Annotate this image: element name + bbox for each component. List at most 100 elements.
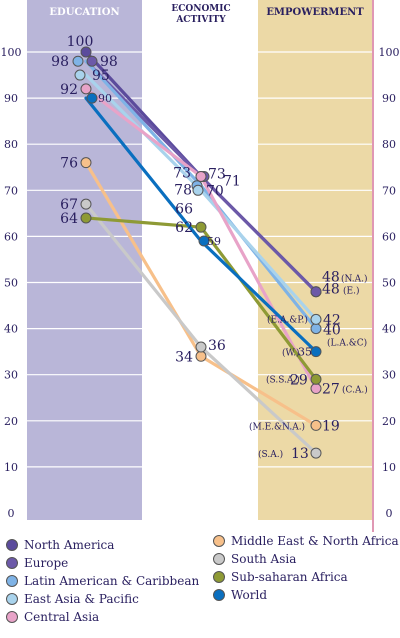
y-tick-left: 70 [4,184,18,197]
legend-label: Middle East & North Africa [231,534,399,548]
legend-swatch [6,575,18,587]
legend-swatch [6,611,18,623]
data-label: 59 [207,235,221,248]
data-point [310,313,322,325]
legend: North America Europe Latin American & Cari… [0,532,400,638]
region-tag: (E.A.&P.) [267,314,308,325]
y-tick-left: 100 [1,46,22,59]
y-tick-left: 50 [4,277,18,290]
data-label: 92 [60,82,78,98]
legend-label: Central Asia [24,610,100,624]
region-tag: (N.A.) [341,274,368,285]
data-point [310,419,322,431]
y-tick-right: 70 [382,184,396,197]
data-point [86,92,98,104]
data-label: 13 [291,446,309,462]
region-tag: (C.A.) [342,385,368,396]
legend-swatch [6,557,18,569]
y-tick-right: 50 [382,277,396,290]
data-label: 98 [51,54,69,70]
data-point [310,373,322,385]
legend-label: Europe [24,556,69,570]
data-point [80,198,92,210]
legend-item: South Asia [213,550,296,568]
data-label: 42 [323,312,341,328]
data-point [80,157,92,169]
data-label: 71 [223,174,241,190]
data-point [80,46,92,58]
legend-swatch [6,539,18,551]
legend-swatch [213,589,225,601]
data-point [74,69,86,81]
legend-swatch [213,553,225,565]
y-tick-left: 10 [4,461,18,474]
data-point [72,55,84,67]
data-label: 48 [322,270,340,286]
data-label: 64 [60,211,78,227]
header-economic-line1: ECONOMIC [171,4,230,14]
legend-label: Sub-saharan Africa [231,570,348,584]
data-label: 40 [323,323,341,339]
data-label: 100 [67,34,94,50]
region-tag: (E.) [343,286,359,297]
header-economic-line2: ACTIVITY [175,15,226,25]
legend-swatch [213,535,225,547]
y-tick-left: 90 [4,92,18,105]
data-point [86,55,98,67]
region-tag: (S.A.) [258,449,283,460]
data-point [310,286,322,298]
region-tag: (L.A.&C) [327,337,367,348]
header-empowerment: EMPOWERMENT [266,7,364,18]
y-tick-right: 80 [382,138,396,151]
legend-item: North America [6,536,114,554]
data-point [80,212,92,224]
legend-item: Sub-saharan Africa [213,568,348,586]
y-tick-left: 80 [4,138,18,151]
data-label: 95 [92,68,110,84]
y-tick-right: 90 [382,92,396,105]
y-tick-right: 30 [382,369,396,382]
y-tick-left: 20 [4,415,18,428]
data-point [310,323,322,335]
legend-label: Latin American & Caribbean [24,574,200,588]
legend-item: Latin American & Caribbean [6,572,199,590]
data-label: 35 [298,346,312,359]
legend-label: North America [24,538,115,552]
legend-label: World [231,588,267,602]
legend-item: Central Asia [6,608,99,626]
data-label: 36 [208,338,226,354]
data-label: 34 [175,349,193,365]
data-point [310,346,322,358]
y-tick-right: 40 [382,323,396,336]
data-label: 29 [290,372,308,388]
region-tag: (M.E.&N.A.) [249,421,305,432]
legend-swatch [213,571,225,583]
legend-item: East Asia & Pacific [6,590,139,608]
data-label: 66 [175,202,193,218]
data-label: 73 [173,165,191,181]
region-tag: (W.) [282,348,300,359]
data-point [310,447,322,459]
y-tick-left: 0 [8,507,15,520]
legend-item: Europe [6,554,68,572]
legend-item: World [213,586,267,604]
data-label: 98 [100,54,118,70]
y-tick-left: 30 [4,369,18,382]
data-point [195,341,207,353]
data-point [198,235,210,247]
data-label: 48 [322,282,340,298]
data-point [310,383,322,395]
y-tick-left: 60 [4,230,18,243]
data-point [195,170,207,182]
y-tick-right: 20 [382,415,396,428]
header-education: EDUCATION [49,7,119,18]
data-label: 78 [174,182,192,198]
y-tick-right: 100 [379,46,400,59]
legend-label: East Asia & Pacific [24,592,139,606]
data-point [195,221,207,233]
data-label: 62 [175,220,193,236]
data-label: 19 [322,418,340,434]
y-tick-right: 60 [382,230,396,243]
data-label: 90 [98,92,112,105]
